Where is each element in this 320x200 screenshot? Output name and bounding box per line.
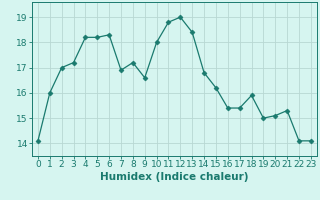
X-axis label: Humidex (Indice chaleur): Humidex (Indice chaleur): [100, 172, 249, 182]
